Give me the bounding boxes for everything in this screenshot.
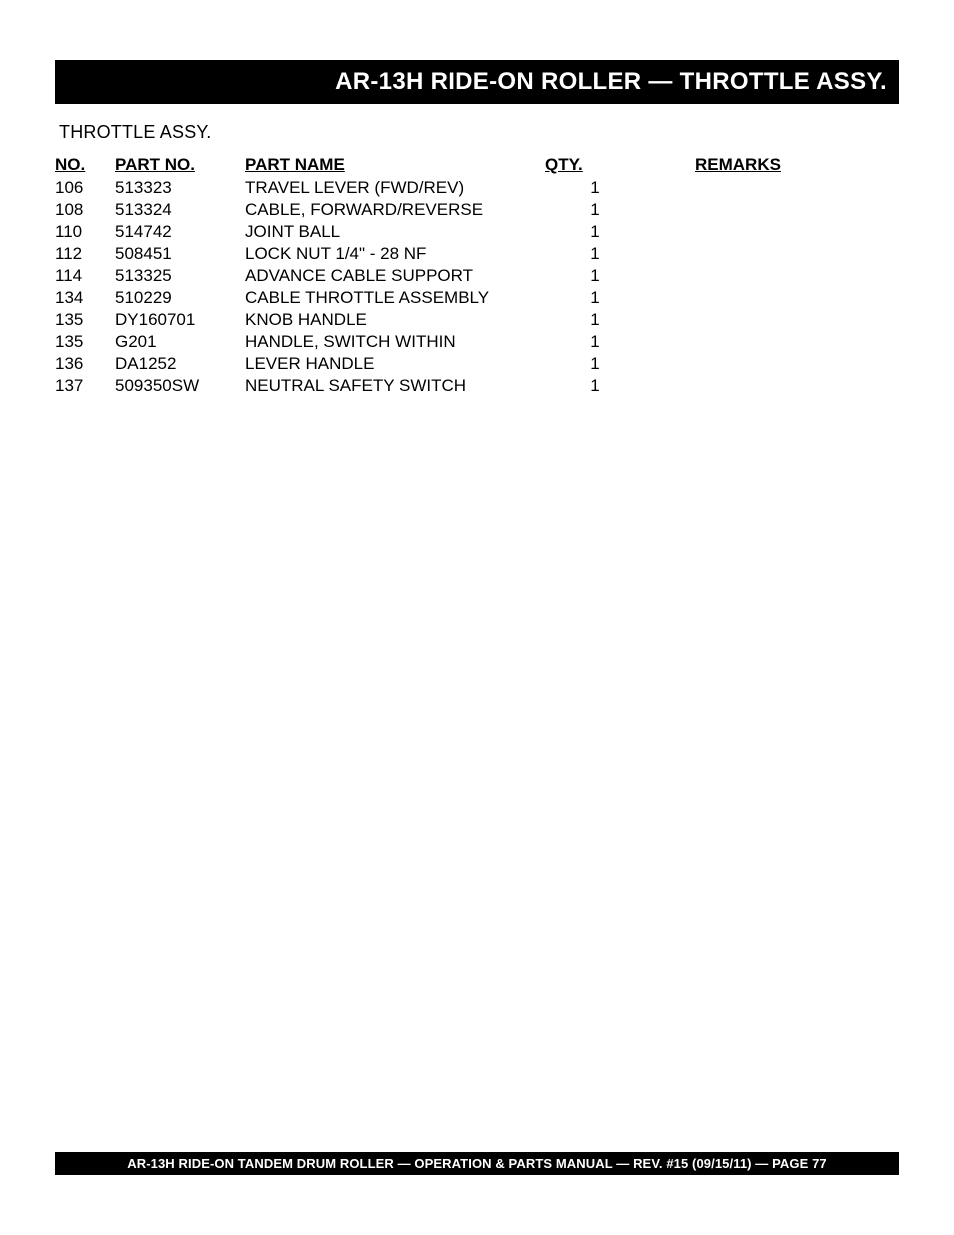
cell-no: 108 [55,199,115,221]
cell-part-no: 514742 [115,221,245,243]
cell-no: 137 [55,375,115,397]
cell-name: KNOB HANDLE [245,309,545,331]
page-footer-text: AR-13H RIDE-ON TANDEM DRUM ROLLER — OPER… [127,1156,827,1171]
cell-part-no: 513324 [115,199,245,221]
cell-name: CABLE, FORWARD/REVERSE [245,199,545,221]
table-row: 135DY160701KNOB HANDLE1 [55,309,899,331]
document-page: AR-13H RIDE-ON ROLLER — THROTTLE ASSY. T… [0,0,954,1235]
cell-remarks [645,331,899,353]
table-row: 134510229CABLE THROTTLE ASSEMBLY1 [55,287,899,309]
table-row: 114513325ADVANCE CABLE SUPPORT1 [55,265,899,287]
cell-name: NEUTRAL SAFETY SWITCH [245,375,545,397]
page-title-text: AR-13H RIDE-ON ROLLER — THROTTLE ASSY. [335,68,887,95]
cell-part-no: G201 [115,331,245,353]
header-row: NO. PART NO. PART NAME QTY. REMARKS [55,153,899,177]
parts-table: NO. PART NO. PART NAME QTY. REMARKS 1065… [55,153,899,397]
cell-qty: 1 [545,177,645,199]
cell-name: JOINT BALL [245,221,545,243]
cell-remarks [645,265,899,287]
cell-remarks [645,353,899,375]
cell-qty: 1 [545,243,645,265]
table-row: 112508451LOCK NUT 1/4" - 28 NF1 [55,243,899,265]
cell-remarks [645,221,899,243]
parts-table-body: 106513323TRAVEL LEVER (FWD/REV)110851332… [55,177,899,397]
cell-part-no: 513325 [115,265,245,287]
header-remarks: REMARKS [645,153,899,177]
header-qty: QTY. [545,153,645,177]
cell-part-no: DY160701 [115,309,245,331]
cell-part-no: 510229 [115,287,245,309]
cell-no: 114 [55,265,115,287]
cell-name: CABLE THROTTLE ASSEMBLY [245,287,545,309]
cell-qty: 1 [545,375,645,397]
cell-no: 110 [55,221,115,243]
cell-part-no: 508451 [115,243,245,265]
cell-part-no: 513323 [115,177,245,199]
section-title: THROTTLE ASSY. [59,122,899,143]
table-row: 135G201HANDLE, SWITCH WITHIN1 [55,331,899,353]
table-row: 136DA1252LEVER HANDLE1 [55,353,899,375]
table-row: 108513324CABLE, FORWARD/REVERSE1 [55,199,899,221]
cell-remarks [645,243,899,265]
cell-part-no: 509350SW [115,375,245,397]
cell-name: LOCK NUT 1/4" - 28 NF [245,243,545,265]
cell-no: 135 [55,309,115,331]
cell-remarks [645,177,899,199]
header-no: NO. [55,153,115,177]
header-part-no: PART NO. [115,153,245,177]
cell-remarks [645,199,899,221]
cell-remarks [645,375,899,397]
cell-name: HANDLE, SWITCH WITHIN [245,331,545,353]
table-row: 110514742JOINT BALL1 [55,221,899,243]
page-footer-bar: AR-13H RIDE-ON TANDEM DRUM ROLLER — OPER… [55,1152,899,1175]
parts-table-head: NO. PART NO. PART NAME QTY. REMARKS [55,153,899,177]
cell-remarks [645,309,899,331]
cell-no: 112 [55,243,115,265]
cell-no: 134 [55,287,115,309]
page-title-bar: AR-13H RIDE-ON ROLLER — THROTTLE ASSY. [55,60,899,104]
cell-qty: 1 [545,309,645,331]
cell-remarks [645,287,899,309]
cell-qty: 1 [545,199,645,221]
cell-qty: 1 [545,221,645,243]
cell-no: 135 [55,331,115,353]
cell-qty: 1 [545,265,645,287]
cell-no: 106 [55,177,115,199]
cell-name: TRAVEL LEVER (FWD/REV) [245,177,545,199]
cell-qty: 1 [545,287,645,309]
cell-part-no: DA1252 [115,353,245,375]
table-row: 137509350SWNEUTRAL SAFETY SWITCH1 [55,375,899,397]
cell-no: 136 [55,353,115,375]
cell-qty: 1 [545,353,645,375]
cell-qty: 1 [545,331,645,353]
cell-name: LEVER HANDLE [245,353,545,375]
cell-name: ADVANCE CABLE SUPPORT [245,265,545,287]
header-name: PART NAME [245,153,545,177]
table-row: 106513323TRAVEL LEVER (FWD/REV)1 [55,177,899,199]
